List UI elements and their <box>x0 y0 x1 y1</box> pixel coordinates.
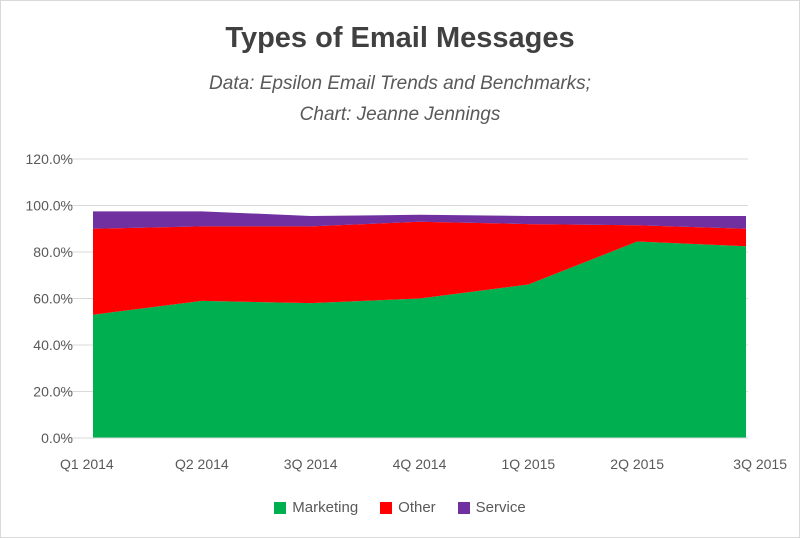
y-tick-label: 0.0% <box>41 430 73 446</box>
legend-label-other: Other <box>398 499 436 516</box>
y-tick-label: 60.0% <box>33 291 73 307</box>
y-tick-label: 40.0% <box>33 337 73 353</box>
legend: Marketing Other Service <box>0 499 800 516</box>
x-tick-label: Q1 2014 <box>60 456 114 472</box>
legend-item-marketing: Marketing <box>274 499 358 516</box>
legend-swatch-service <box>457 501 470 514</box>
legend-swatch-other <box>380 501 393 514</box>
legend-label-marketing: Marketing <box>292 499 359 516</box>
area-marketing <box>93 241 746 438</box>
y-tick-label: 120.0% <box>26 151 73 167</box>
legend-item-other: Other <box>380 499 436 516</box>
legend-item-service: Service <box>457 499 526 516</box>
area-service <box>93 211 746 229</box>
chart-subtitle-line-2: Chart: Jeanne Jennings <box>299 104 501 125</box>
area-other <box>93 221 746 315</box>
x-tick-label: 3Q 2014 <box>284 456 338 472</box>
y-tick-label: 80.0% <box>33 244 73 260</box>
x-tick-label: 1Q 2015 <box>501 456 555 472</box>
x-tick-label: Q2 2014 <box>175 456 229 472</box>
chart-title: Types of Email Messages <box>225 22 575 54</box>
legend-swatch-marketing <box>274 501 287 514</box>
y-tick-label: 20.0% <box>33 384 73 400</box>
chart-subtitle-line-1: Data: Epsilon Email Trends and Benchmark… <box>209 73 591 94</box>
x-tick-label: 2Q 2015 <box>610 456 664 472</box>
x-tick-label: 3Q 2015 <box>733 456 787 472</box>
legend-label-service: Service <box>475 499 526 516</box>
x-tick-label: 4Q 2014 <box>393 456 447 472</box>
y-tick-label: 100.0% <box>26 198 73 214</box>
